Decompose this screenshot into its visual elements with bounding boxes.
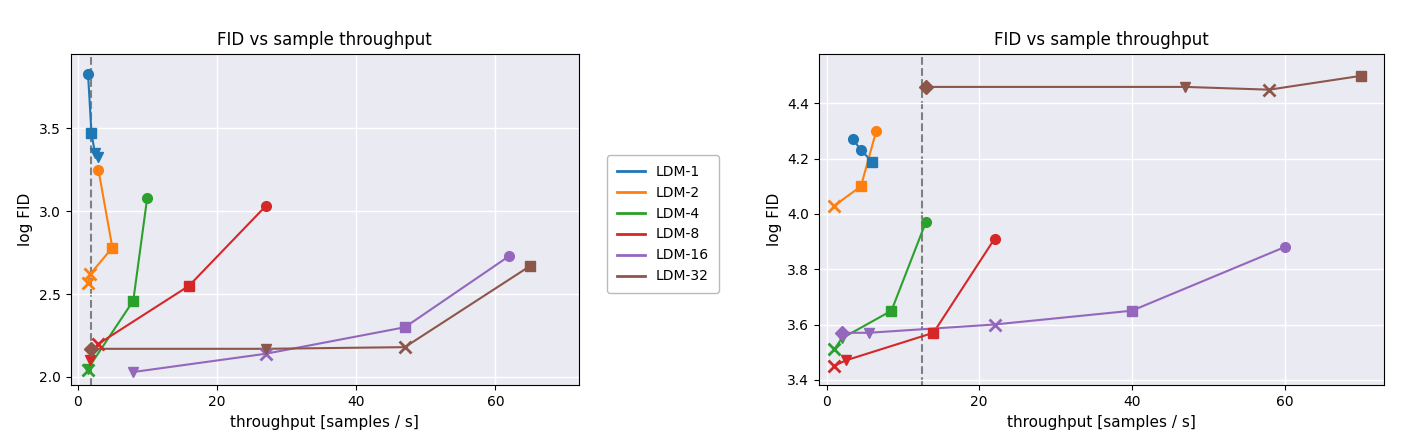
Y-axis label: log FID: log FID [767, 193, 782, 246]
X-axis label: throughput [samples / s]: throughput [samples / s] [230, 414, 419, 430]
Title: FID vs sample throughput: FID vs sample throughput [994, 31, 1209, 49]
Legend: LDM-1, LDM-2, LDM-4, LDM-8, LDM-16, LDM-32: LDM-1, LDM-2, LDM-4, LDM-8, LDM-16, LDM-… [607, 155, 719, 293]
X-axis label: throughput [samples / s]: throughput [samples / s] [1007, 414, 1196, 430]
Y-axis label: log FID: log FID [18, 193, 34, 246]
Title: FID vs sample throughput: FID vs sample throughput [217, 31, 432, 49]
